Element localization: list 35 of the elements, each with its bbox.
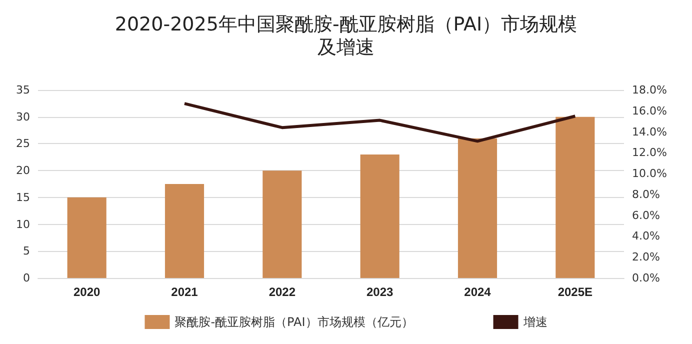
bar — [164, 184, 204, 278]
x-tick-label: 2024 — [464, 285, 492, 299]
line-series — [183, 102, 577, 143]
y-tick-label: 25 — [16, 137, 30, 150]
y-tick-label: 35 — [16, 84, 30, 96]
bar — [262, 170, 302, 278]
y-tick-label: 10 — [16, 218, 30, 231]
y-tick-label: 0 — [23, 272, 30, 284]
y-tick-label: 15 — [16, 190, 30, 204]
chart-subtitle: 及增速 — [318, 36, 374, 58]
y2-tick-label: 14.0% — [632, 125, 667, 138]
y2-tick-label: 0.0% — [632, 272, 660, 284]
y2-tick-label: 4.0% — [632, 230, 660, 243]
legend-label: 增速 — [522, 315, 548, 329]
y2-tick-label: 6.0% — [632, 208, 660, 222]
x-tick-label: 2023 — [366, 285, 394, 299]
y2-tick-label: 2.0% — [632, 250, 660, 264]
x-tick-label: 2025E — [558, 285, 593, 299]
y2-tick-label: 10.0% — [632, 167, 667, 180]
y-tick-label: 5 — [23, 244, 30, 258]
x-tick-label: 2020 — [73, 285, 101, 299]
x-tick-label: 2021 — [171, 285, 198, 299]
bar — [556, 116, 595, 278]
y-tick-label: 30 — [16, 110, 30, 124]
y2-tick-label: 18.0% — [632, 84, 667, 96]
x-tick-label: 2022 — [268, 285, 296, 299]
y2-tick-label: 12.0% — [632, 146, 667, 160]
y-tick-label: 20 — [16, 164, 30, 178]
bar — [360, 154, 400, 278]
y2-tick-label: 16.0% — [632, 104, 667, 118]
legend-label: 聚酰胺-酰亚胺树脂（PAI）市场规模（亿元） — [174, 315, 414, 329]
chart-title: 2020-2025年中国聚酰胺-酰亚胺树脂（PAI）市场规模 — [114, 14, 578, 36]
bar — [458, 138, 498, 278]
y2-tick-label: 8.0% — [632, 188, 660, 201]
bar — [67, 197, 106, 278]
